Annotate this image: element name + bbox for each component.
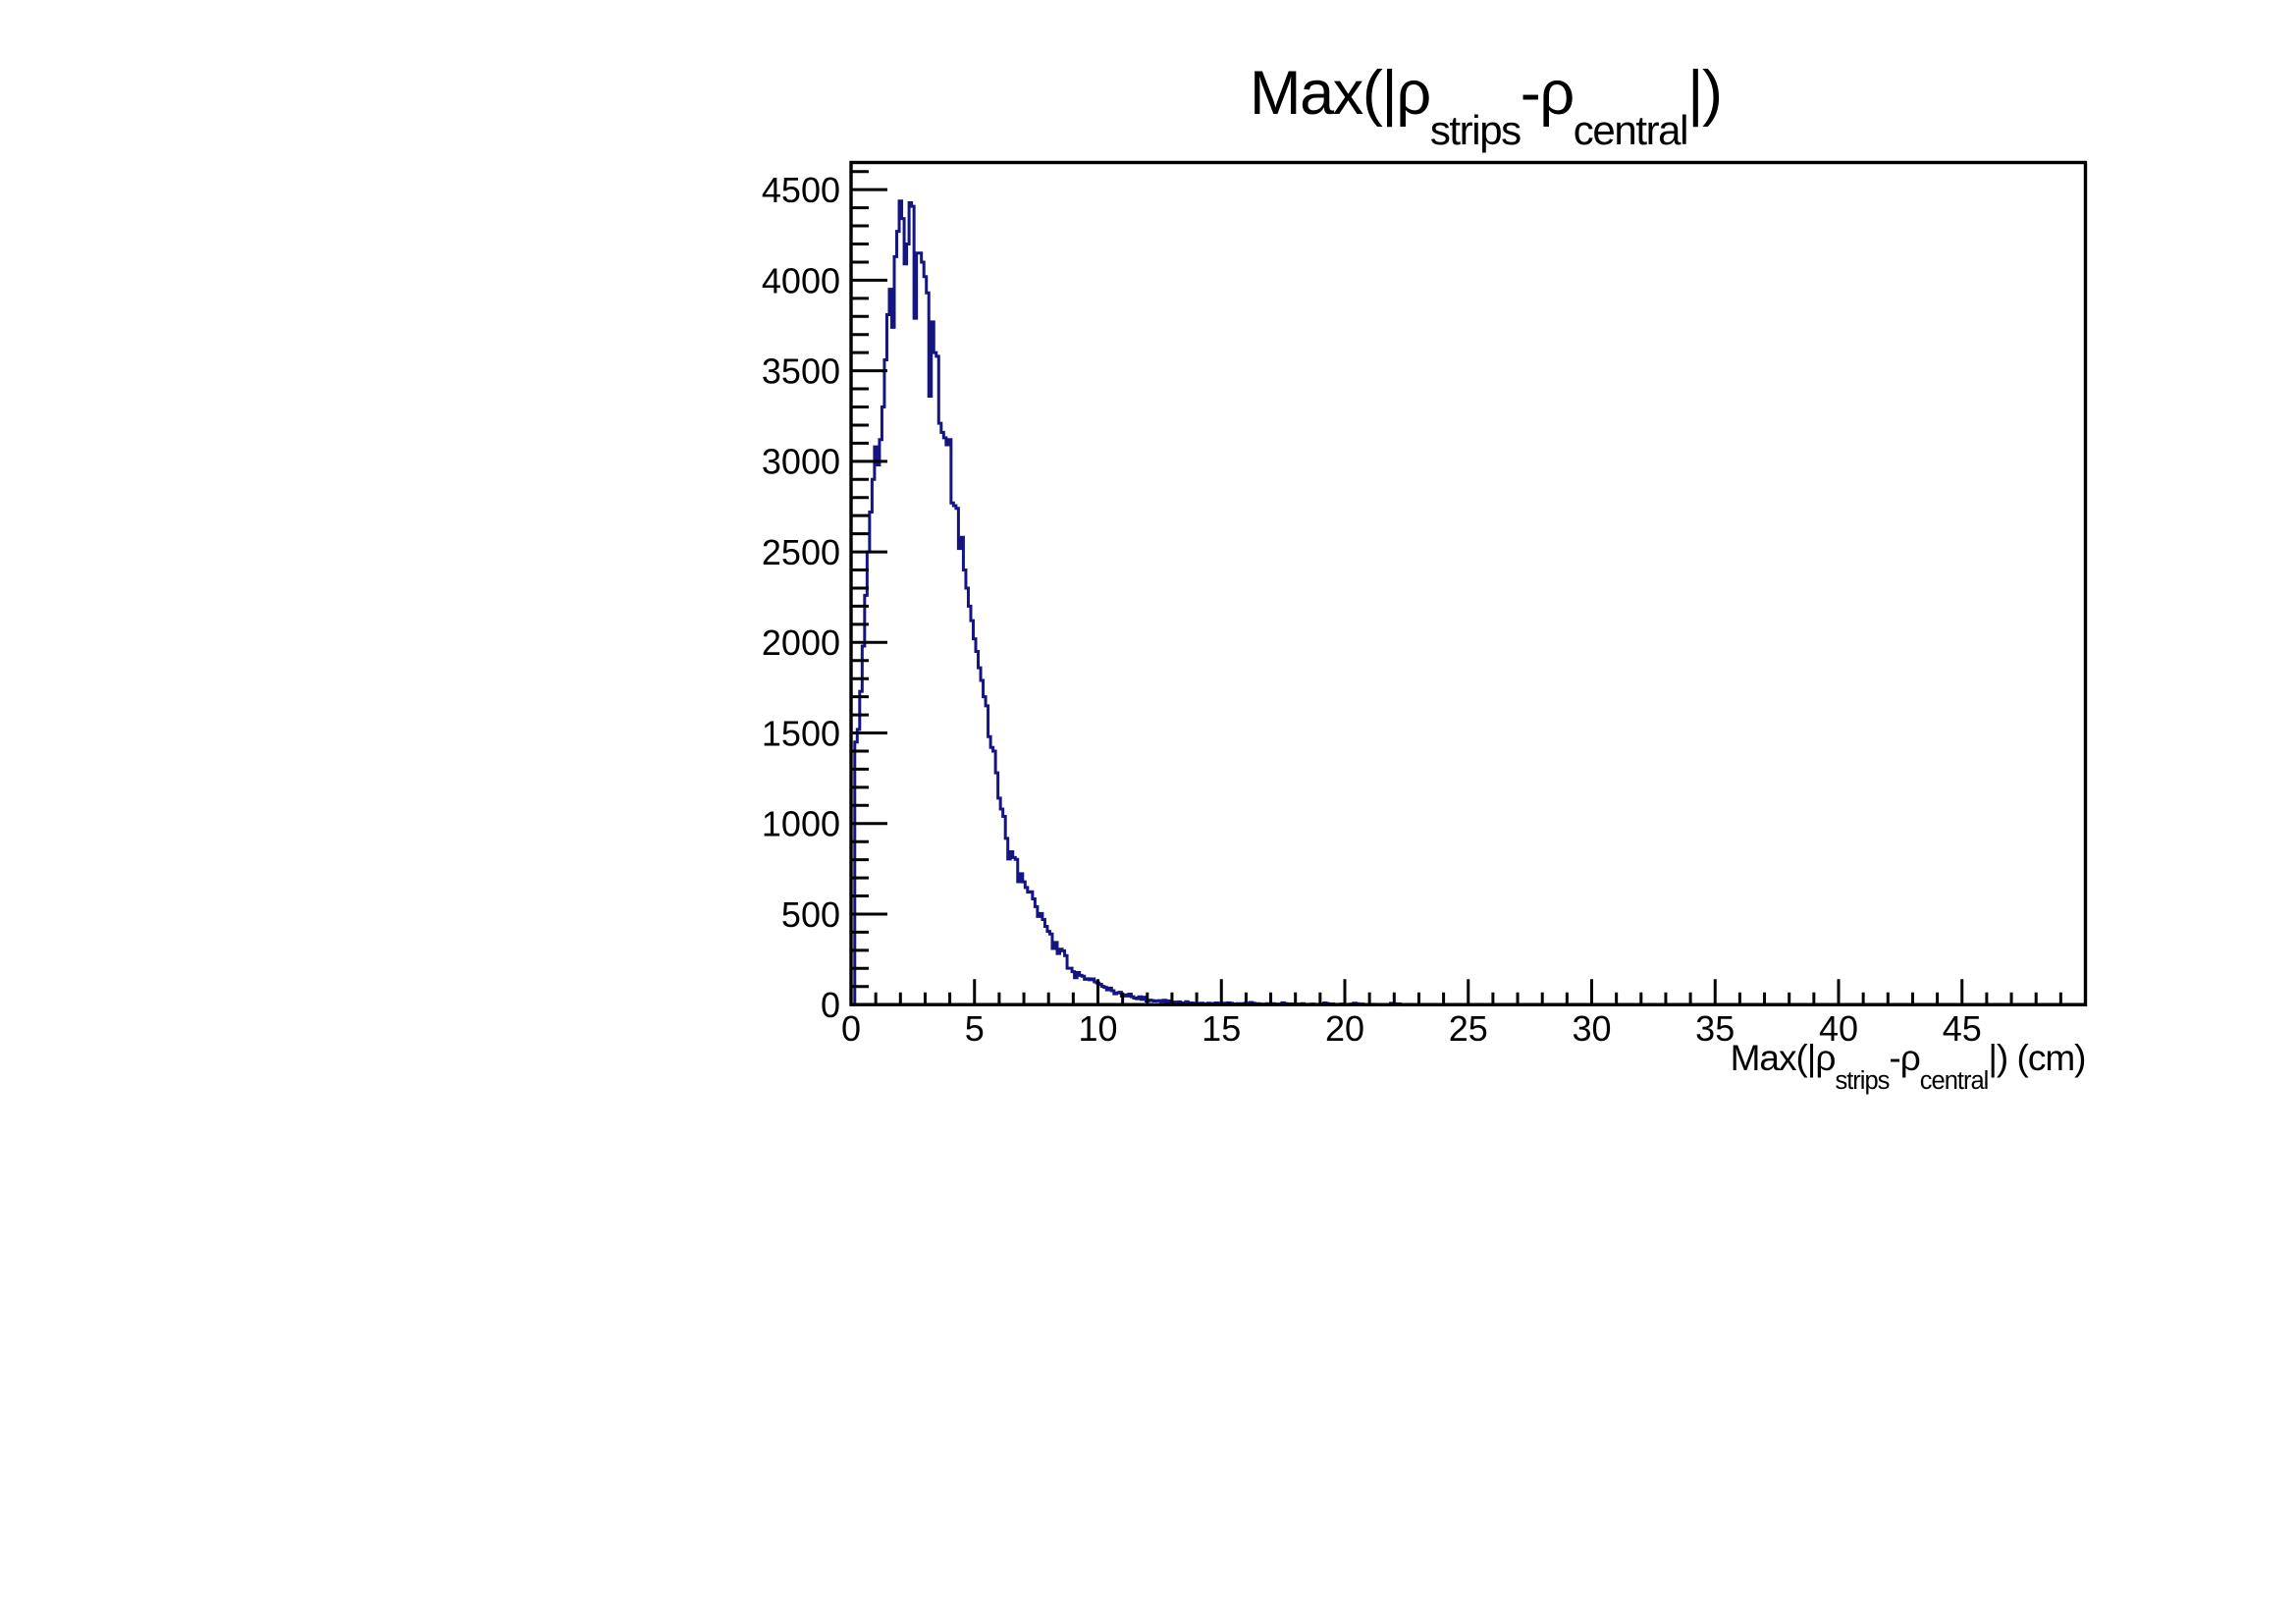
svg-text:25: 25	[1449, 1008, 1488, 1049]
svg-text:5: 5	[965, 1008, 985, 1049]
svg-text:3500: 3500	[762, 352, 840, 392]
svg-text:Max(|ρstrips-ρcentral|): Max(|ρstrips-ρcentral|)	[1250, 59, 1722, 153]
svg-text:1500: 1500	[762, 713, 840, 753]
svg-text:2500: 2500	[762, 532, 840, 572]
svg-text:20: 20	[1325, 1008, 1364, 1049]
svg-text:0: 0	[841, 1008, 861, 1049]
svg-text:10: 10	[1078, 1008, 1117, 1049]
svg-text:4000: 4000	[762, 260, 840, 300]
svg-text:2000: 2000	[762, 622, 840, 663]
svg-text:3000: 3000	[762, 442, 840, 482]
svg-text:15: 15	[1201, 1008, 1241, 1049]
svg-text:35: 35	[1695, 1008, 1735, 1049]
svg-text:30: 30	[1572, 1008, 1611, 1049]
svg-text:40: 40	[1819, 1008, 1858, 1049]
svg-text:Max(|ρstrips-ρcentral|) (cm): Max(|ρstrips-ρcentral|) (cm)	[1731, 1038, 2086, 1095]
svg-text:4500: 4500	[762, 170, 840, 210]
svg-text:45: 45	[1943, 1008, 1982, 1049]
svg-text:0: 0	[821, 985, 840, 1025]
svg-text:1000: 1000	[762, 804, 840, 844]
svg-text:500: 500	[781, 894, 840, 935]
